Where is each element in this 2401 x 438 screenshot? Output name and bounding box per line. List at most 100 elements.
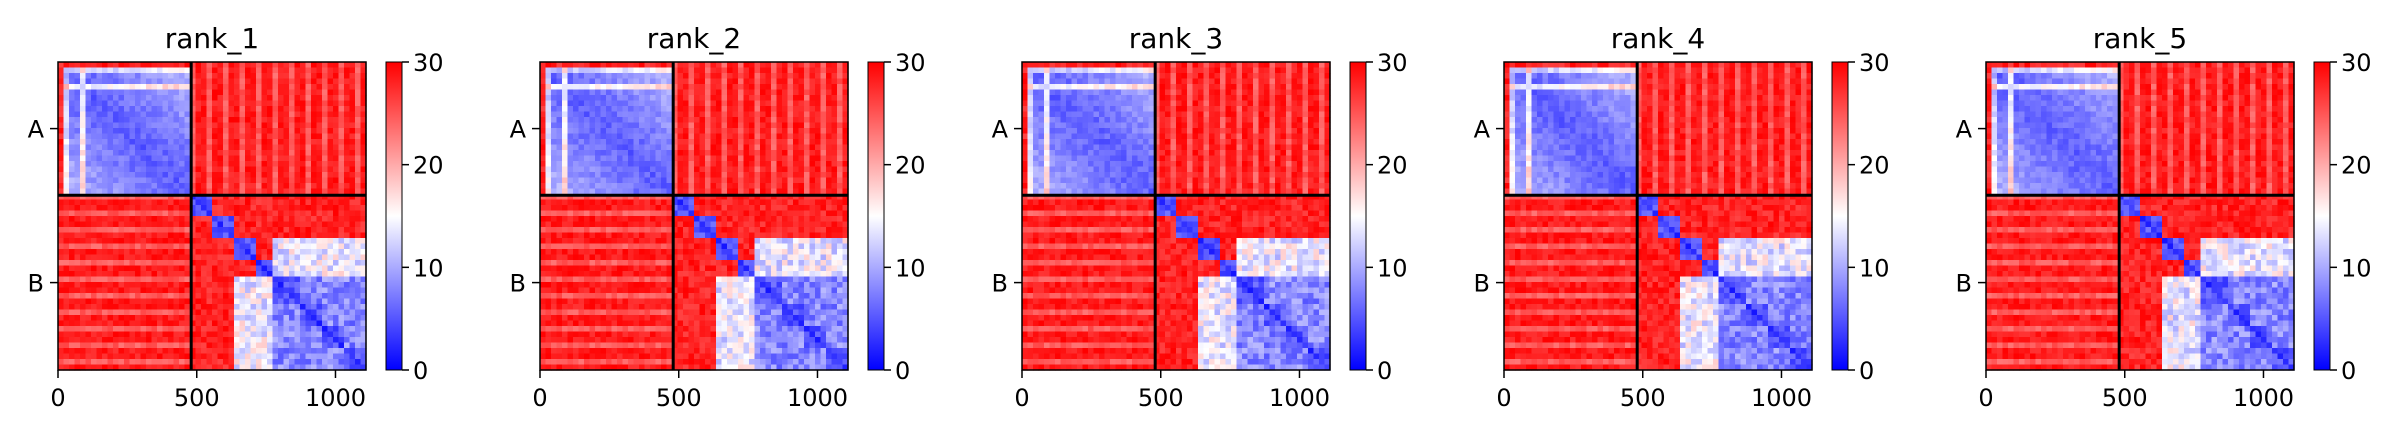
heatmap-cell [584,233,590,239]
heatmap-cell [656,167,662,173]
heatmap-cell [339,315,345,321]
heatmap-cell [733,211,739,217]
heatmap-cell [278,183,284,189]
heatmap-cell [634,145,640,151]
heatmap-cell [317,150,323,156]
heatmap-cell [562,183,568,189]
heatmap-cell [579,189,585,195]
heatmap-cell [289,156,295,162]
heatmap-cell [80,84,86,90]
heatmap-cell [821,112,827,118]
heatmap-cell [212,68,218,74]
heatmap-cell [174,117,180,123]
heatmap-cell [174,321,180,327]
heatmap-cell [245,183,251,189]
heatmap-cell [821,79,827,85]
heatmap-cell [322,112,328,118]
heatmap-cell [262,315,268,321]
heatmap-cell [229,293,235,299]
heatmap-cell [124,255,130,261]
heatmap-cell [262,205,268,211]
heatmap-cell [289,337,295,343]
heatmap-cell [700,161,706,167]
heatmap-cell [152,288,158,294]
heatmap-cell [229,255,235,261]
heatmap-cell [584,101,590,107]
heatmap-cell [157,112,163,118]
heatmap-cell [157,205,163,211]
heatmap-cell [623,238,629,244]
heatmap-cell [278,271,284,277]
heatmap-cell [179,84,185,90]
heatmap-cell [300,123,306,129]
heatmap-cell [339,172,345,178]
heatmap-cell [130,244,136,250]
heatmap-cell [350,321,356,327]
heatmap-cell [212,117,218,123]
heatmap-cell [689,150,695,156]
heatmap-cell [766,62,772,68]
heatmap-cell [97,266,103,272]
heatmap-cell [141,326,147,332]
heatmap-cell [152,337,158,343]
heatmap-cell [102,189,108,195]
heatmap-cell [711,216,717,222]
heatmap-cell [344,172,350,178]
heatmap-cell [97,62,103,68]
heatmap-cell [804,200,810,206]
heatmap-cell [152,315,158,321]
heatmap-cell [344,183,350,189]
heatmap-cell [837,79,843,85]
heatmap-cell [168,315,174,321]
heatmap-cell [97,150,103,156]
heatmap-cell [738,112,744,118]
heatmap-cell [755,200,761,206]
heatmap-cell [135,117,141,123]
heatmap-cell [146,139,152,145]
heatmap-cell [245,359,251,365]
heatmap-cell [601,95,607,101]
heatmap-cell [229,249,235,255]
heatmap-cell [683,79,689,85]
heatmap-cell [311,101,317,107]
heatmap-cell [97,332,103,338]
heatmap-cell [130,354,136,360]
heatmap-cell [328,315,334,321]
heatmap-cell [606,101,612,107]
heatmap-cell [146,227,152,233]
heatmap-cell [278,255,284,261]
heatmap-cell [612,156,618,162]
heatmap-cell [108,62,114,68]
heatmap-cell [667,68,673,74]
heatmap-cell [540,233,546,239]
heatmap-cell [108,79,114,85]
heatmap-cell [64,101,70,107]
heatmap-cell [278,200,284,206]
heatmap-cell [744,227,750,233]
heatmap-cell [650,216,656,222]
heatmap-cell [196,310,202,316]
heatmap-cell [295,238,301,244]
heatmap-cell [245,123,251,129]
heatmap-cell [601,167,607,173]
heatmap-cell [628,200,634,206]
heatmap-cell [69,145,75,151]
heatmap-cell [579,79,585,85]
heatmap-cell [755,183,761,189]
heatmap-cell [317,95,323,101]
heatmap-cell [163,277,169,283]
heatmap-cell [311,90,317,96]
heatmap-cell [234,354,240,360]
heatmap-cell [322,106,328,112]
heatmap-cell [245,244,251,250]
heatmap-cell [201,277,207,283]
heatmap-cell [650,227,656,233]
heatmap-cell [339,189,345,195]
heatmap-cell [551,84,557,90]
heatmap-cell [590,134,596,140]
heatmap-cell [196,326,202,332]
heatmap-cell [634,167,640,173]
heatmap-cell [113,260,119,266]
heatmap-cell [234,205,240,211]
heatmap-cell [628,189,634,195]
